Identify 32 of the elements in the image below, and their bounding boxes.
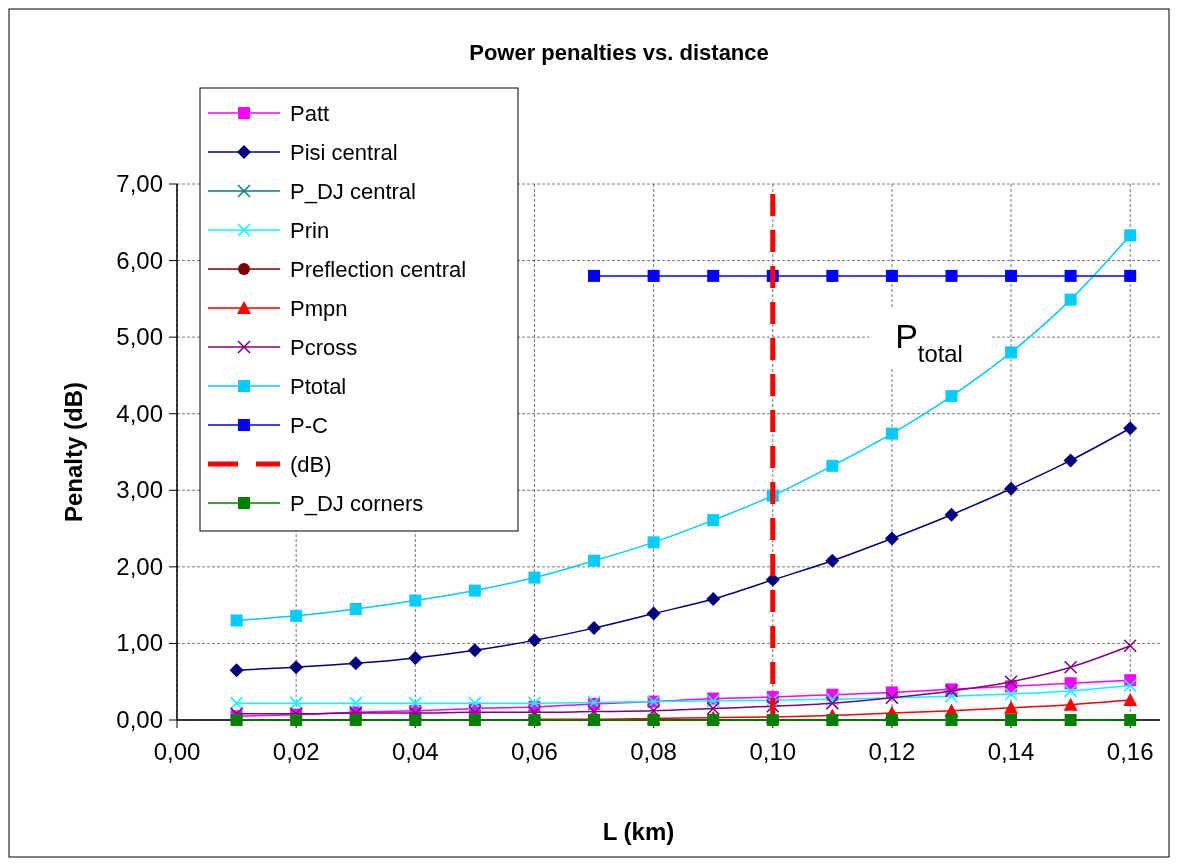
legend-label: (dB) [290, 452, 332, 477]
legend-label: P_DJ corners [290, 491, 424, 516]
y-tick-label: 5,00 [116, 323, 163, 351]
legend-label: Pcross [290, 335, 358, 360]
chart-title: Power penalties vs. distance [469, 40, 769, 65]
x-tick-label: 0,12 [868, 738, 916, 765]
annotation: P$_{total}$ [895, 317, 963, 367]
legend-label: Prin [290, 218, 330, 243]
x-tick-label: 0,10 [749, 738, 797, 765]
legend-label: Ptotal [290, 374, 347, 399]
y-tick-label: 6,00 [116, 246, 163, 274]
x-tick-label: 0,08 [630, 738, 677, 765]
legend-label: Pisi central [290, 140, 398, 165]
y-tick-label: 1,00 [116, 629, 163, 657]
legend-label: P_DJ central [290, 179, 416, 204]
x-tick-label: 0,06 [511, 738, 558, 765]
legend-label: Preflection central [290, 257, 467, 282]
x-tick-label: 0,16 [1106, 738, 1154, 765]
x-tick-label: 0,00 [153, 738, 201, 765]
legend-label: Pmpn [290, 296, 348, 321]
y-tick-label: 2,00 [116, 552, 163, 580]
legend-label: P-C [290, 413, 328, 438]
y-tick-label: 3,00 [116, 476, 163, 504]
y-axis-title: Penalty (dB) [60, 381, 87, 523]
y-tick-label: 4,00 [116, 399, 163, 427]
x-tick-label: 0,04 [391, 738, 439, 765]
x-tick-label: 0,14 [987, 738, 1035, 765]
legend-label: Patt [290, 101, 330, 126]
x-axis-title: L (km) [602, 818, 675, 845]
y-tick-label: 0,00 [116, 706, 163, 733]
y-tick-label: 7,00 [116, 170, 163, 197]
x-tick-label: 0,02 [272, 738, 320, 765]
